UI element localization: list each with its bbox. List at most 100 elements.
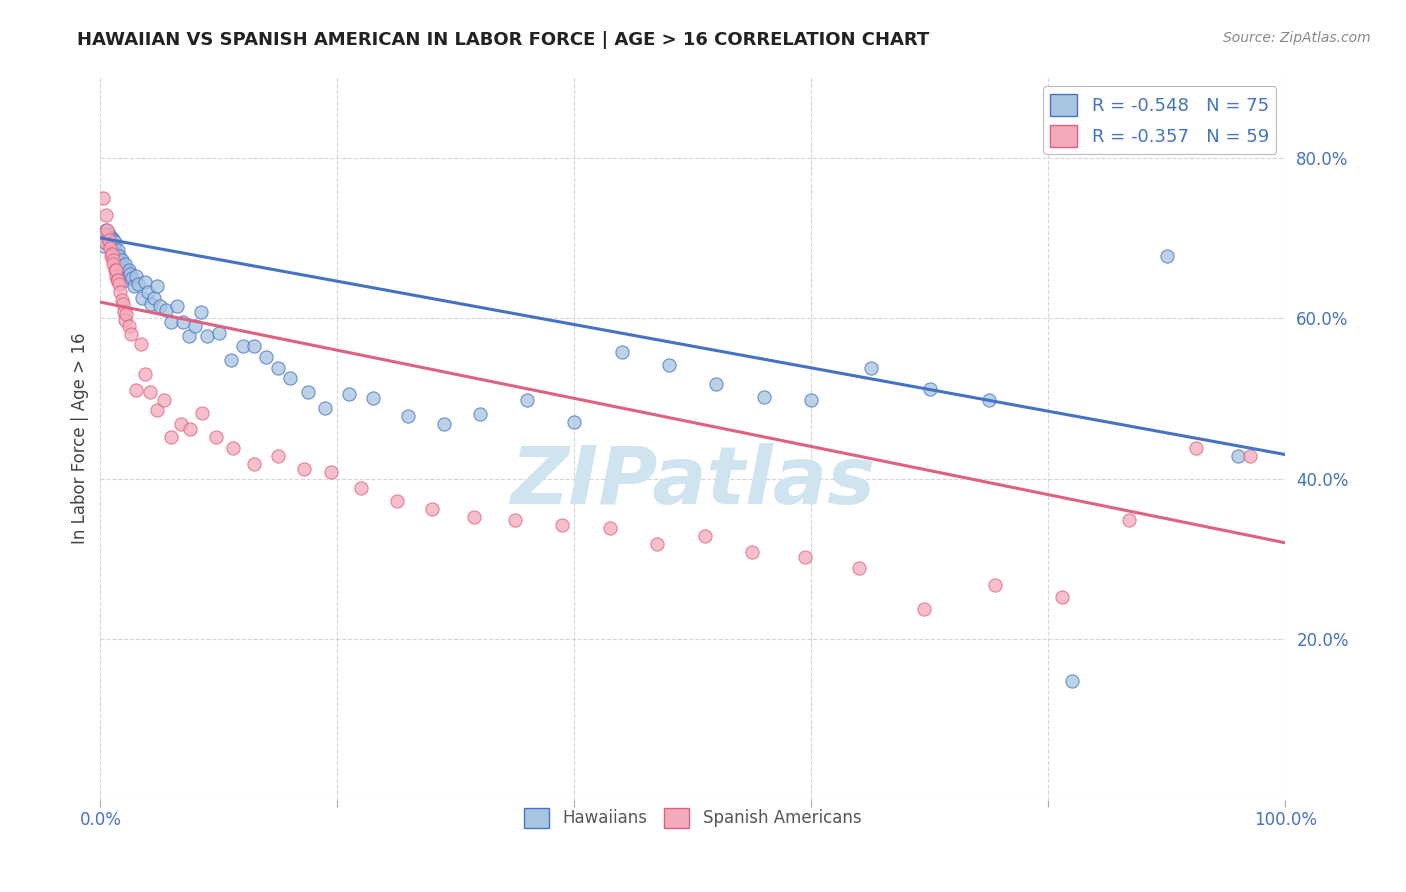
Text: Source: ZipAtlas.com: Source: ZipAtlas.com — [1223, 31, 1371, 45]
Point — [1226, 449, 1249, 463]
Point — [115, 307, 138, 321]
Point — [278, 371, 301, 385]
Point — [122, 279, 145, 293]
Point — [91, 239, 114, 253]
Point — [125, 269, 148, 284]
Point — [149, 299, 172, 313]
Point — [110, 255, 132, 269]
Point — [1156, 248, 1178, 262]
Point — [104, 263, 127, 277]
Point — [118, 319, 141, 334]
Point — [190, 304, 212, 318]
Point — [160, 430, 183, 444]
Point — [166, 299, 188, 313]
Point — [160, 315, 183, 329]
Point — [179, 328, 201, 343]
Point — [292, 462, 315, 476]
Point — [1052, 591, 1074, 605]
Point — [1185, 441, 1208, 455]
Point — [142, 291, 165, 305]
Point — [420, 502, 443, 516]
Point — [136, 285, 159, 300]
Point — [110, 285, 132, 300]
Point — [118, 267, 141, 281]
Point — [111, 293, 134, 308]
Point — [134, 368, 156, 382]
Point — [977, 392, 1000, 407]
Point — [96, 223, 118, 237]
Point — [103, 256, 125, 270]
Text: HAWAIIAN VS SPANISH AMERICAN IN LABOR FORCE | AGE > 16 CORRELATION CHART: HAWAIIAN VS SPANISH AMERICAN IN LABOR FO… — [77, 31, 929, 49]
Point — [463, 510, 485, 524]
Point — [243, 457, 266, 471]
Point — [297, 384, 319, 399]
Point — [96, 223, 118, 237]
Point — [350, 481, 373, 495]
Point — [385, 494, 408, 508]
Point — [94, 235, 117, 249]
Point — [105, 248, 128, 262]
Point — [146, 403, 169, 417]
Point — [103, 263, 125, 277]
Point — [599, 521, 621, 535]
Point — [108, 259, 131, 273]
Point — [93, 231, 115, 245]
Point — [396, 409, 419, 423]
Point — [108, 248, 131, 262]
Point — [267, 360, 290, 375]
Point — [114, 312, 136, 326]
Point — [107, 272, 129, 286]
Point — [100, 248, 122, 262]
Point — [111, 259, 134, 273]
Point — [103, 235, 125, 249]
Point — [134, 275, 156, 289]
Point — [101, 247, 124, 261]
Point — [503, 513, 526, 527]
Point — [551, 518, 574, 533]
Point — [361, 392, 384, 406]
Point — [254, 350, 277, 364]
Point — [120, 327, 142, 342]
Point — [111, 263, 134, 277]
Point — [243, 339, 266, 353]
Legend: Hawaiians, Spanish Americans: Hawaiians, Spanish Americans — [517, 801, 868, 835]
Point — [111, 253, 134, 268]
Point — [658, 358, 681, 372]
Point — [101, 231, 124, 245]
Point — [191, 406, 214, 420]
Point — [984, 577, 1007, 591]
Point — [693, 529, 716, 543]
Point — [91, 191, 114, 205]
Point — [141, 296, 163, 310]
Point — [1239, 449, 1261, 463]
Point — [645, 537, 668, 551]
Point — [314, 401, 336, 415]
Point — [129, 336, 152, 351]
Point — [125, 384, 148, 398]
Point — [117, 264, 139, 278]
Point — [100, 231, 122, 245]
Point — [267, 449, 290, 463]
Point — [139, 384, 162, 399]
Text: ZIPatlas: ZIPatlas — [510, 442, 876, 521]
Point — [111, 296, 134, 310]
Point — [153, 392, 176, 407]
Point — [706, 376, 728, 391]
Point — [112, 304, 135, 318]
Point — [108, 277, 131, 292]
Point — [794, 550, 817, 565]
Point — [170, 417, 193, 431]
Point — [208, 326, 231, 340]
Point — [118, 263, 141, 277]
Point — [103, 243, 125, 257]
Point — [231, 339, 253, 353]
Point — [107, 243, 129, 257]
Point — [741, 545, 763, 559]
Point — [848, 561, 870, 575]
Point — [859, 360, 882, 375]
Point — [104, 269, 127, 284]
Point — [121, 271, 143, 285]
Point — [105, 272, 128, 286]
Point — [115, 272, 138, 286]
Point — [103, 233, 125, 247]
